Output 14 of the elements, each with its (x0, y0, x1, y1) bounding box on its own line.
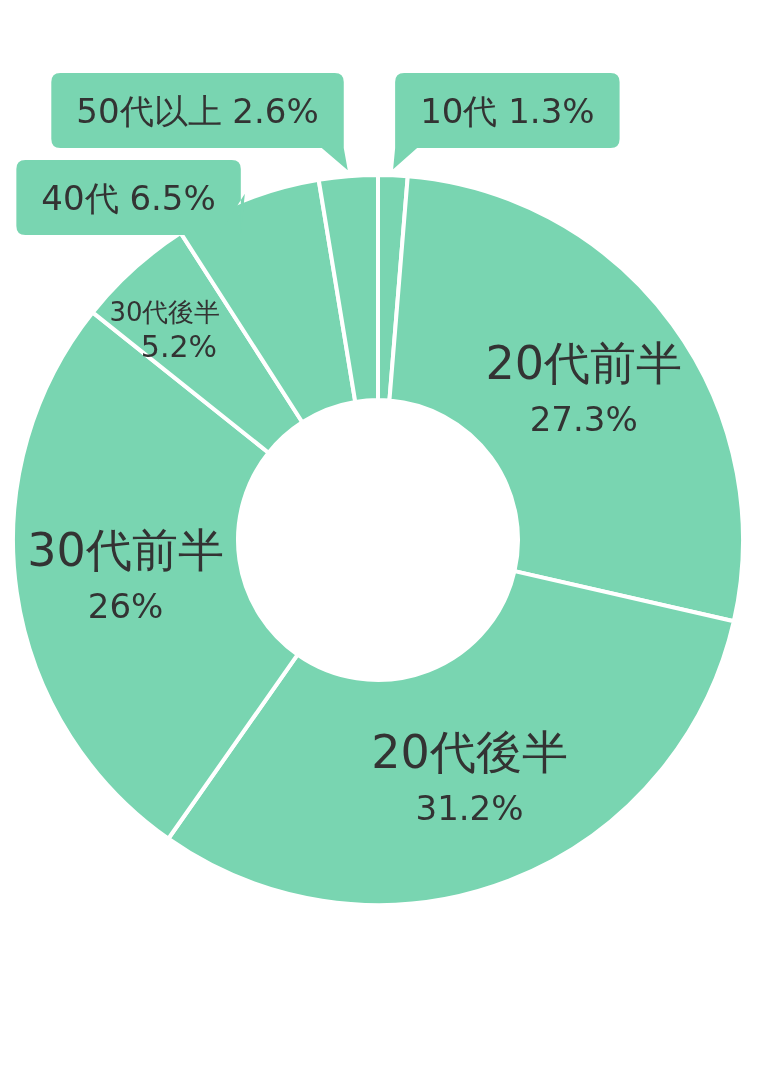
picture-callout: 50代以上 2.6% (51, 73, 348, 171)
slice-label: 40代 6.5% (41, 177, 216, 218)
slice-label: 50代以上 2.6% (76, 90, 319, 131)
picture-callout: 10代 1.3% (393, 73, 620, 170)
slice-label: 20代前半 (485, 336, 682, 391)
data-label: 31.2% (415, 788, 524, 828)
picture-callout: 40代 6.5% (16, 160, 245, 235)
data-label: 26% (87, 586, 164, 627)
slice-label: 20代後半 (371, 725, 568, 779)
slice-label: 30代後半 (109, 297, 221, 328)
data-label: 27.3% (529, 399, 638, 440)
slice-label: 30代前半 (27, 523, 224, 578)
data-label: 5.2% (140, 329, 218, 365)
slice-label: 10代 1.3% (420, 90, 595, 131)
